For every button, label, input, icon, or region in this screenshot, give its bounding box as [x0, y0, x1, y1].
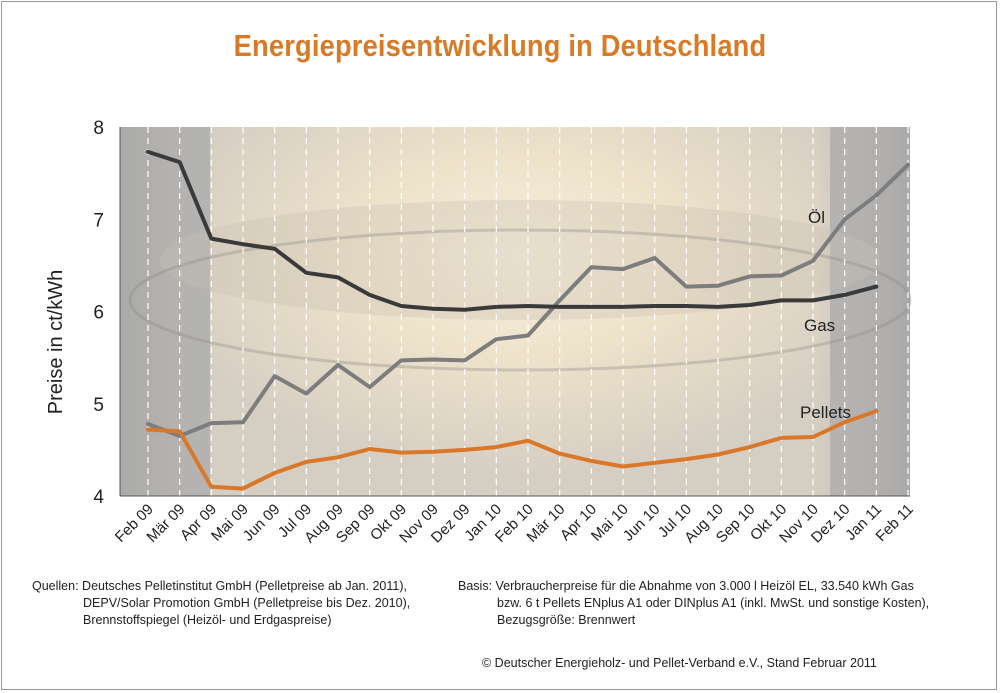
y-tick-label: 4 — [93, 487, 104, 508]
y-tick-label: 7 — [93, 210, 104, 231]
sources-line-3: Brennstoffspiegel (Heizöl- und Erdgaspre… — [83, 613, 332, 627]
chart-title: Energiepreisentwicklung in Deutschland — [233, 28, 767, 63]
series-label-gas: Gas — [804, 316, 835, 335]
sources-label: Quellen: — [32, 579, 79, 593]
series-label-pellets: Pellets — [800, 403, 851, 422]
y-tick-label: 5 — [93, 395, 104, 416]
series-line-oel — [146, 162, 910, 438]
basis-line-1: Verbraucherpreise für die Abnahme von 3.… — [495, 579, 914, 593]
series-line-pellets — [146, 409, 879, 491]
y-tick-labels: 4 5 6 7 8 — [93, 118, 104, 508]
series-labels: Öl Gas Pellets — [800, 208, 851, 422]
y-tick-label: 8 — [93, 118, 104, 139]
copyright-notice: © Deutscher Energieholz- und Pellet-Verb… — [482, 656, 877, 670]
sources-line-1: Deutsches Pelletinstitut GmbH (Pelletpre… — [82, 579, 407, 593]
y-tick-label: 6 — [93, 303, 104, 324]
footer-basis: Basis: Verbraucherpreise für die Abnahme… — [458, 578, 929, 629]
series-line-gas — [146, 149, 879, 312]
footer-sources: Quellen: Deutsches Pelletinstitut GmbH (… — [32, 578, 410, 629]
sources-line-2: DEPV/Solar Promotion GmbH (Pelletpreise … — [83, 596, 411, 610]
basis-label: Basis: — [458, 579, 493, 593]
series-lines — [146, 149, 910, 491]
basis-line-3: Bezugsgröße: Brennwert — [497, 613, 636, 627]
y-axis-label: Preise in ct/kWh — [45, 270, 67, 414]
plot-background — [120, 127, 912, 496]
series-label-oel: Öl — [808, 208, 825, 227]
basis-line-2: bzw. 6 t Pellets ENplus A1 oder DINplus … — [497, 596, 930, 610]
